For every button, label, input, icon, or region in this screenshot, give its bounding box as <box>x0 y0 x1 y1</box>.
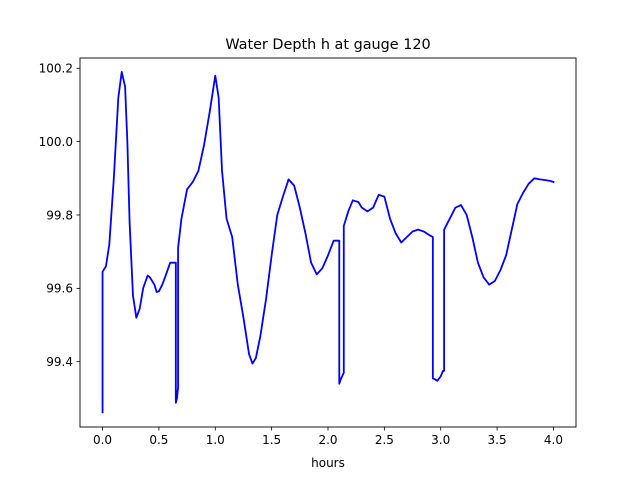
x-tick-label: 1.0 <box>206 433 225 447</box>
y-axis-ticks: 99.4 99.6 99.8 100.0 100.2 <box>39 62 80 369</box>
y-tick-label: 99.8 <box>46 208 73 222</box>
x-axis-label: hours <box>311 456 345 470</box>
plot-area <box>101 71 555 414</box>
x-tick-label: 3.5 <box>488 433 507 447</box>
y-tick-label: 100.2 <box>39 62 73 76</box>
x-tick-label: 3.0 <box>431 433 450 447</box>
y-tick-label: 99.4 <box>46 355 73 369</box>
y-tick-label: 100.0 <box>39 135 73 149</box>
x-tick-label: 0.0 <box>93 433 112 447</box>
chart-title: Water Depth h at gauge 120 <box>225 37 430 53</box>
x-tick-label: 1.5 <box>262 433 281 447</box>
x-tick-label: 2.5 <box>375 433 394 447</box>
x-axis-ticks: 0.0 0.5 1.0 1.5 2.0 2.5 3.0 3.5 4.0 <box>93 427 563 447</box>
x-tick-label: 4.0 <box>544 433 563 447</box>
series-line <box>101 71 555 414</box>
y-tick-label: 99.6 <box>46 282 73 296</box>
x-tick-label: 0.5 <box>149 433 168 447</box>
x-tick-label: 2.0 <box>318 433 337 447</box>
